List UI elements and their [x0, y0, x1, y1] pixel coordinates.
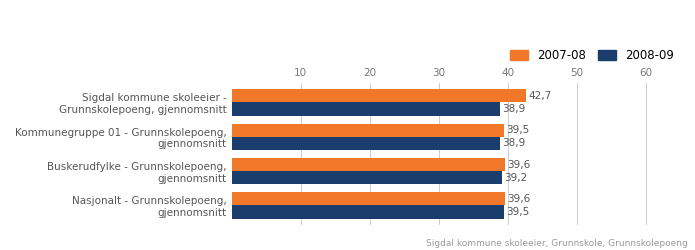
Bar [231, 137, 500, 150]
Text: 39,5: 39,5 [506, 125, 530, 135]
Bar [231, 192, 505, 205]
Bar [231, 102, 500, 116]
Text: 39,2: 39,2 [504, 173, 528, 183]
Bar [231, 171, 502, 184]
Legend: 2007-08, 2008-09: 2007-08, 2008-09 [510, 49, 674, 62]
Text: 38,9: 38,9 [502, 138, 525, 148]
Text: 42,7: 42,7 [528, 91, 552, 101]
Bar [231, 206, 504, 218]
Text: Sigdal kommune skoleeier, Grunnskole, Grunnskolepoeng: Sigdal kommune skoleeier, Grunnskole, Gr… [426, 238, 688, 248]
Bar [231, 124, 504, 137]
Text: 39,6: 39,6 [507, 194, 530, 204]
Text: 38,9: 38,9 [502, 104, 525, 114]
Text: 39,6: 39,6 [507, 160, 530, 170]
Text: 39,5: 39,5 [506, 207, 530, 217]
Bar [231, 158, 505, 171]
Bar [231, 90, 526, 102]
